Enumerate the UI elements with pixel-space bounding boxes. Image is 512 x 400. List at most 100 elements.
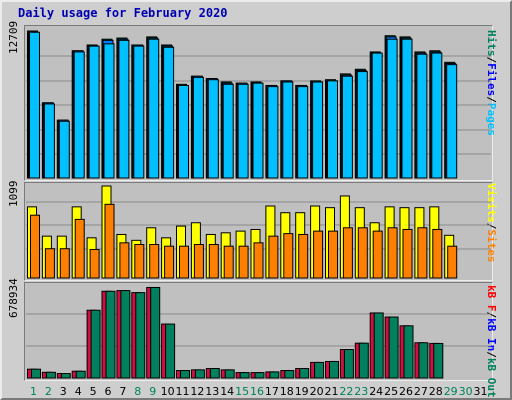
x-label-day-8: 8 [134,385,141,398]
bar-pages-4 [73,51,85,179]
bar-pages-24 [371,52,383,179]
bar-kbout-22 [343,349,354,379]
bar-pages-28 [431,52,443,179]
bar-sites-23 [357,227,368,279]
bar-kbout-25 [388,316,399,379]
bar-kbout-15 [239,372,250,379]
bar-kbout-14 [224,369,235,379]
bar-pages-17 [267,86,279,179]
x-label-day-27: 27 [414,385,428,398]
bar-pages-15 [237,83,249,179]
bar-sites-17 [268,235,279,279]
x-label-day-21: 21 [325,385,339,398]
x-label-day-7: 7 [119,385,126,398]
x-label-day-22: 22 [339,385,353,398]
bar-kbout-11 [180,370,190,379]
x-label-day-25: 25 [384,385,398,398]
bar-sites-18 [283,233,294,279]
bar-sites-20 [313,230,324,279]
bar-sites-24 [372,230,383,279]
bar-kbout-19 [299,368,310,379]
bar-pages-13 [207,79,219,179]
bar-kbout-8 [135,292,146,379]
bar-sites-13 [208,244,219,279]
bar-sites-21 [328,230,338,279]
x-label-day-26: 26 [399,385,413,398]
bar-kbout-27 [418,342,429,379]
x-label-day-23: 23 [354,385,368,398]
bar-kbout-5 [90,309,101,379]
bar-pages-19 [297,86,309,179]
bar-sites-25 [387,227,398,279]
bar-pages-3 [58,120,70,179]
bar-sites-26 [402,228,413,279]
bar-kbout-21 [329,360,339,379]
bar-sites-3 [59,248,70,279]
bar-pages-6 [103,43,115,179]
x-label-day-16: 16 [250,385,264,398]
bar-kbout-9 [150,286,161,379]
bar-kbout-20 [314,361,325,379]
x-label-day-10: 10 [161,385,175,398]
x-label-day-11: 11 [176,385,190,398]
bar-kbout-24 [373,312,384,379]
bar-pages-8 [133,45,145,179]
bar-kbout-1 [31,368,41,379]
bar-pages-2 [43,103,55,179]
bar-sites-5 [89,249,100,279]
x-label-day-31: 31 [474,385,488,398]
x-label-day-17: 17 [265,385,279,398]
bar-pages-27 [416,53,428,179]
bar-pages-16 [252,82,264,179]
bar-kbout-7 [120,290,131,379]
bar-sites-12 [193,244,204,279]
bar-sites-19 [298,233,309,279]
x-label-day-9: 9 [149,385,156,398]
bar-pages-22 [341,75,353,179]
x-label-day-30: 30 [459,385,473,398]
bar-sites-1 [30,214,40,279]
bar-sites-11 [179,245,189,279]
bar-kbout-6 [105,290,116,379]
bar-kbout-26 [403,325,414,379]
bar-kbout-4 [75,370,86,379]
bar-sites-7 [119,242,130,279]
x-label-day-19: 19 [295,385,309,398]
bar-pages-23 [356,71,368,179]
bar-kbout-2 [45,371,56,379]
bar-sites-29 [447,245,458,279]
bar-sites-22 [342,227,353,279]
bar-sites-27 [417,227,428,279]
x-label-day-13: 13 [205,385,219,398]
bar-kbout-13 [209,368,220,379]
bar-pages-9 [148,38,160,179]
bar-pages-29 [446,64,458,179]
bar-pages-1 [29,31,40,179]
bar-sites-9 [149,244,160,279]
bar-kbout-16 [254,372,265,379]
x-label-day-29: 29 [444,385,458,398]
x-label-day-14: 14 [220,385,234,398]
bar-pages-25 [386,38,398,179]
chart-title: Daily usage for February 2020 [18,6,228,20]
bar-pages-21 [327,80,338,179]
x-label-day-4: 4 [75,385,82,398]
bar-kbout-17 [269,371,280,379]
x-label-day-18: 18 [280,385,294,398]
bar-pages-12 [192,76,204,179]
x-label-day-1: 1 [30,385,37,398]
bar-kbout-23 [358,342,369,379]
bar-sites-16 [253,242,264,279]
bar-sites-8 [134,244,145,279]
bar-sites-6 [104,203,115,279]
x-label-day-5: 5 [90,385,97,398]
bar-pages-11 [178,84,189,179]
bar-pages-18 [282,81,294,179]
bar-sites-15 [238,245,249,279]
bar-kbout-10 [165,323,176,379]
bar-pages-20 [312,81,324,179]
x-label-day-6: 6 [105,385,112,398]
bar-kbout-3 [60,373,71,379]
